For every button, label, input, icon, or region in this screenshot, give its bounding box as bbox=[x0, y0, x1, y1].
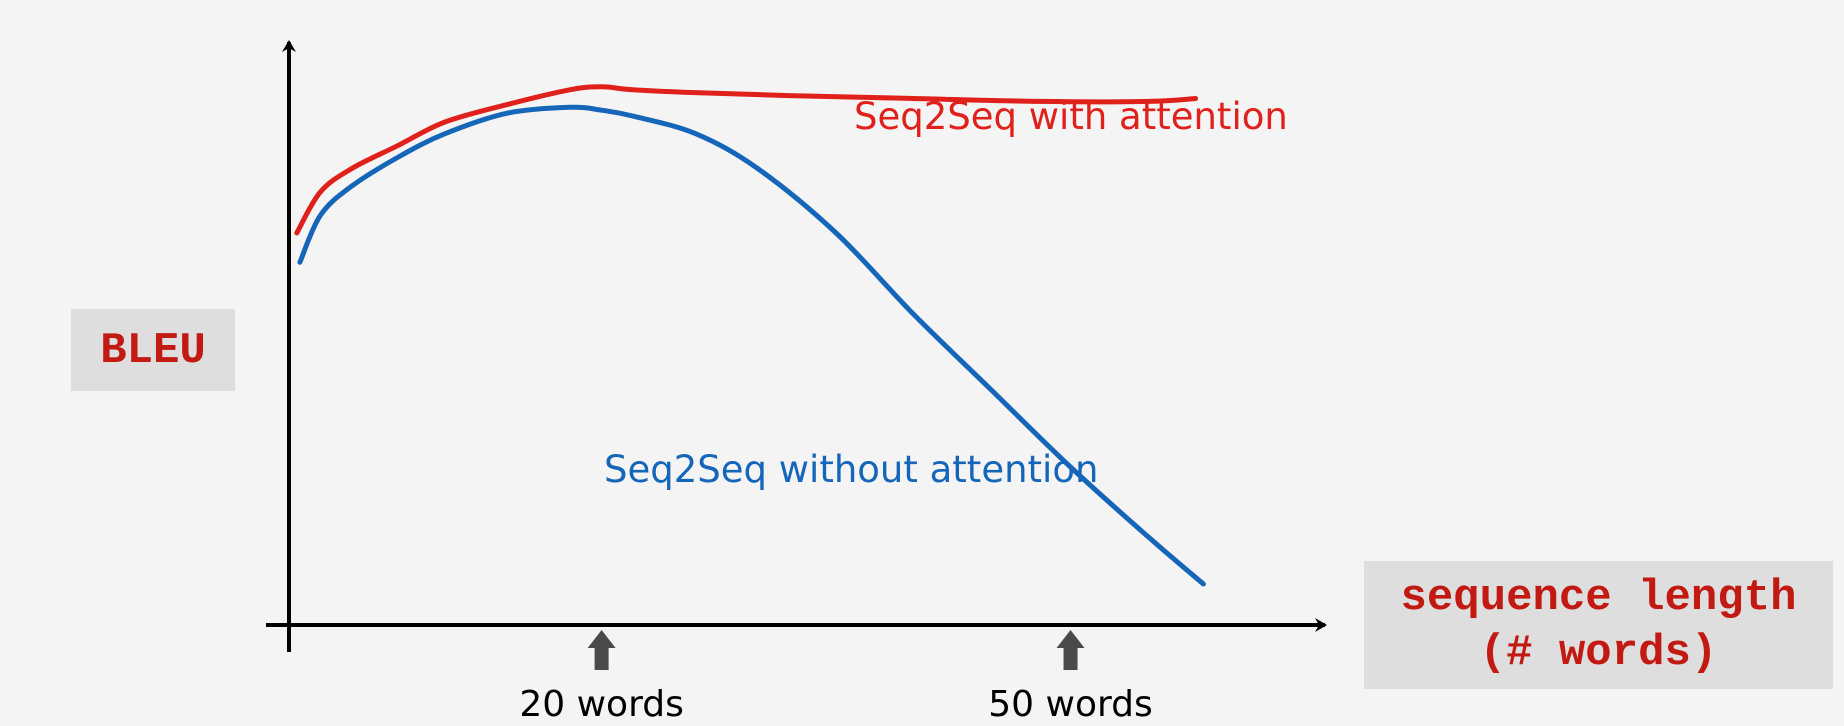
x-marker-layer: 20 words 50 words bbox=[519, 630, 1153, 725]
x-marker-arrow-icon bbox=[1056, 630, 1085, 670]
series-label-with-attention: Seq2Seq with attention bbox=[854, 95, 1288, 138]
series-line-with-attention bbox=[294, 84, 1199, 236]
x-axis-label-line-2: (# words) bbox=[1479, 628, 1718, 678]
x-axis-label: sequence length (# words) bbox=[1364, 561, 1833, 689]
series-layer bbox=[294, 84, 1206, 587]
x-marker-label: 50 words bbox=[988, 684, 1153, 725]
series-label-without-attention: Seq2Seq without attention bbox=[604, 448, 1099, 491]
x-marker-arrow-icon bbox=[587, 630, 616, 670]
series-line-without-attention bbox=[297, 104, 1206, 587]
y-axis-label: BLEU bbox=[71, 309, 235, 391]
x-axis-label-line-1: sequence length bbox=[1400, 573, 1797, 623]
x-marker-label: 20 words bbox=[519, 684, 684, 725]
